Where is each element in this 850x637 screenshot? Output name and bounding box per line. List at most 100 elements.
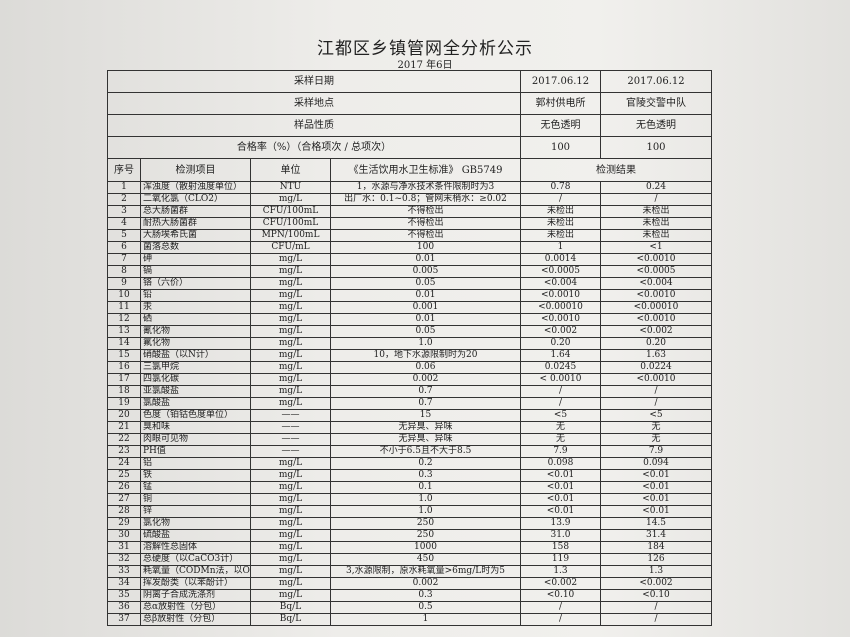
row-number: 7 bbox=[107, 253, 141, 266]
unit: mg/L bbox=[250, 373, 331, 386]
row-number: 20 bbox=[107, 409, 141, 422]
result: 184 bbox=[600, 541, 712, 554]
result: <0.0010 bbox=[520, 289, 601, 302]
standard-limit: 0.005 bbox=[330, 265, 521, 278]
unit: mg/L bbox=[250, 457, 331, 470]
test-item: 溶解性总固体 bbox=[140, 541, 251, 554]
standard-limit: 0.002 bbox=[330, 373, 521, 386]
data-row: 11 汞 mg/L 0.001 <0.00010 <0.00010 bbox=[107, 301, 712, 314]
result: 126 bbox=[600, 553, 712, 566]
result: <0.0010 bbox=[520, 313, 601, 326]
result: / bbox=[520, 385, 601, 398]
row-number: 15 bbox=[107, 349, 141, 362]
data-row: 18 亚氯酸盐 mg/L 0.7// bbox=[107, 385, 712, 398]
row-number: 34 bbox=[107, 577, 141, 590]
test-item: 肉眼可见物 bbox=[140, 433, 251, 446]
test-item: 铜 bbox=[140, 493, 251, 506]
standard-limit: 无异臭、异味 bbox=[330, 421, 521, 434]
row-number: 14 bbox=[107, 337, 141, 350]
meta-value: 无色透明 bbox=[600, 114, 712, 137]
standard-limit: 0.7 bbox=[330, 385, 521, 398]
result: 14.5 bbox=[600, 517, 712, 530]
unit: mg/L bbox=[250, 469, 331, 482]
row-number: 36 bbox=[107, 601, 141, 614]
meta-value: 100 bbox=[520, 136, 601, 159]
unit: mg/L bbox=[250, 493, 331, 506]
result: / bbox=[600, 601, 712, 614]
row-number: 29 bbox=[107, 517, 141, 530]
meta-row: 合格率（%）（合格项次 / 总项次） 100 100 bbox=[107, 136, 712, 159]
result: 0.0224 bbox=[600, 361, 712, 374]
data-row: 6 菌落总数 CFU/mL 100 1 <1 bbox=[107, 241, 712, 254]
standard-limit: 0.5 bbox=[330, 601, 521, 614]
unit: mg/L bbox=[250, 385, 331, 398]
data-row: 25 铁 mg/L 0.3 <0.01 <0.01 bbox=[107, 469, 712, 482]
data-row: 7 砷 mg/L 0.01 0.0014 <0.0010 bbox=[107, 253, 712, 266]
result: 0.78 bbox=[520, 181, 601, 194]
meta-value: 2017.06.12 bbox=[600, 70, 712, 93]
row-number: 33 bbox=[107, 565, 141, 578]
data-row: 30 硫酸盐 mg/L 250 31.0 31.4 bbox=[107, 529, 712, 542]
test-item: 硫酸盐 bbox=[140, 529, 251, 542]
data-row: 37 总β放射性（分包） Bq/L 1// bbox=[107, 613, 712, 626]
unit: mg/L bbox=[250, 193, 331, 206]
unit: —— bbox=[250, 421, 331, 434]
standard-limit: 10，地下水源限制时为20 bbox=[330, 349, 521, 362]
test-item: 色度（铂钴色度单位） bbox=[140, 409, 251, 422]
standard-limit: 0.7 bbox=[330, 397, 521, 410]
unit: CFU/mL bbox=[250, 241, 331, 254]
result: <0.0005 bbox=[600, 265, 712, 278]
unit: mg/L bbox=[250, 529, 331, 542]
result: <0.0005 bbox=[520, 265, 601, 278]
result: 31.4 bbox=[600, 529, 712, 542]
result: <0.01 bbox=[600, 469, 712, 482]
unit: —— bbox=[250, 433, 331, 446]
meta-value: 官陵交警中队 bbox=[600, 92, 712, 115]
unit: mg/L bbox=[250, 361, 331, 374]
test-item: 浑浊度（散射浊度单位） bbox=[140, 181, 251, 194]
result: 119 bbox=[520, 553, 601, 566]
result: 无 bbox=[600, 421, 712, 434]
unit: mg/L bbox=[250, 301, 331, 314]
result: 未检出 bbox=[600, 229, 712, 242]
data-row: 16 三氯甲烷 mg/L 0.06 0.0245 0.0224 bbox=[107, 361, 712, 374]
meta-value: 郭村供电所 bbox=[520, 92, 601, 115]
row-number: 31 bbox=[107, 541, 141, 554]
result: <0.01 bbox=[600, 505, 712, 518]
test-item: 四氯化碳 bbox=[140, 373, 251, 386]
standard-limit: 450 bbox=[330, 553, 521, 566]
row-number: 25 bbox=[107, 469, 141, 482]
result: 未检出 bbox=[600, 217, 712, 230]
result: <0.002 bbox=[600, 325, 712, 338]
data-row: 2 二氧化氯（CLO2） mg/L 出厂水：0.1~0.8；管网末梢水：≥0.02// bbox=[107, 193, 712, 206]
result: <0.0010 bbox=[600, 289, 712, 302]
result: 无 bbox=[600, 433, 712, 446]
unit: mg/L bbox=[250, 505, 331, 518]
unit: —— bbox=[250, 445, 331, 458]
test-item: 耐热大肠菌群 bbox=[140, 217, 251, 230]
standard-limit: 1.0 bbox=[330, 337, 521, 350]
result: 1.64 bbox=[520, 349, 601, 362]
standard-limit: 0.002 bbox=[330, 577, 521, 590]
row-number: 13 bbox=[107, 325, 141, 338]
standard-limit: 100 bbox=[330, 241, 521, 254]
row-number: 8 bbox=[107, 265, 141, 278]
data-row: 10 铅 mg/L 0.01 <0.0010 <0.0010 bbox=[107, 289, 712, 302]
row-number: 32 bbox=[107, 553, 141, 566]
row-number: 4 bbox=[107, 217, 141, 230]
test-item: 锌 bbox=[140, 505, 251, 518]
unit: mg/L bbox=[250, 565, 331, 578]
standard-limit: 250 bbox=[330, 529, 521, 542]
row-number: 5 bbox=[107, 229, 141, 242]
result: <0.01 bbox=[600, 481, 712, 494]
row-number: 12 bbox=[107, 313, 141, 326]
test-item: 菌落总数 bbox=[140, 241, 251, 254]
data-row: 15 硝酸盐（以N计） mg/L 10，地下水源限制时为20 1.64 1.63 bbox=[107, 349, 712, 362]
result: 0.0245 bbox=[520, 361, 601, 374]
data-row: 34 挥发酚类（以苯酚计） mg/L 0.002 <0.002 <0.002 bbox=[107, 577, 712, 590]
standard-limit: 0.1 bbox=[330, 481, 521, 494]
unit: mg/L bbox=[250, 481, 331, 494]
standard-limit: 0.01 bbox=[330, 253, 521, 266]
test-item: 氯化物 bbox=[140, 517, 251, 530]
subtitle: 2017 年6日 bbox=[397, 60, 453, 71]
